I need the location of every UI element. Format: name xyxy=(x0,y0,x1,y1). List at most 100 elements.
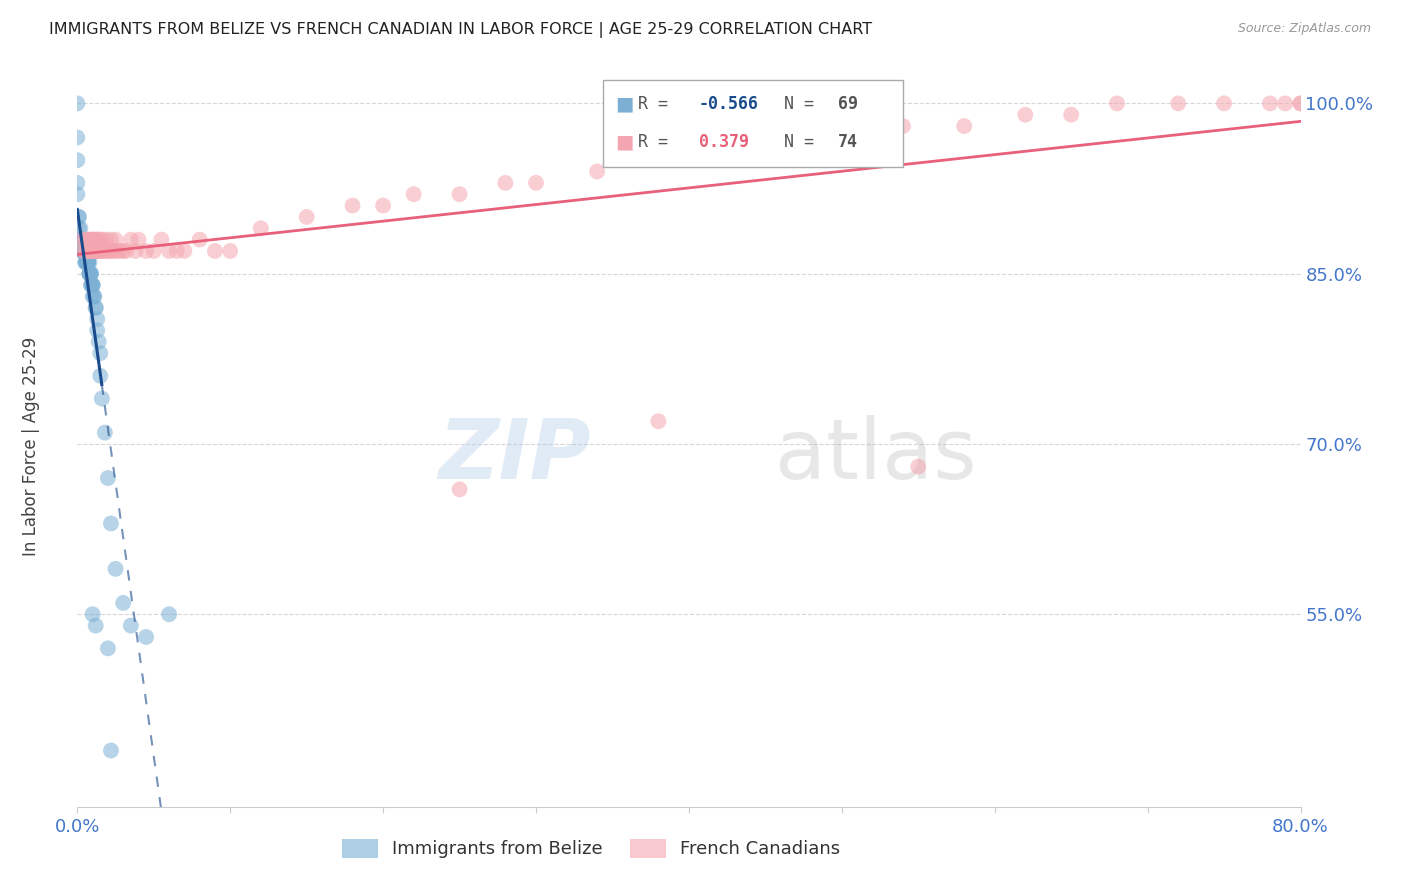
Point xyxy=(449,483,471,497)
Point xyxy=(1167,96,1189,111)
Point xyxy=(82,289,104,303)
Point xyxy=(66,96,89,111)
Point xyxy=(70,233,93,247)
Point xyxy=(108,244,131,258)
Point xyxy=(127,233,149,247)
Point xyxy=(1107,96,1129,111)
Point xyxy=(67,221,90,235)
Point xyxy=(70,233,93,247)
Point xyxy=(80,244,103,258)
Point xyxy=(97,471,120,485)
Point xyxy=(73,244,96,258)
Point xyxy=(100,516,122,531)
Point xyxy=(69,221,91,235)
Point xyxy=(84,244,107,258)
Point xyxy=(76,255,98,269)
Point xyxy=(100,233,122,247)
Point xyxy=(204,244,226,258)
Point xyxy=(77,255,100,269)
Point xyxy=(76,255,98,269)
Point xyxy=(96,233,118,247)
Point xyxy=(112,596,135,610)
Point xyxy=(80,267,103,281)
Point xyxy=(142,244,165,258)
Point xyxy=(1014,108,1036,122)
Point xyxy=(80,233,103,247)
Point xyxy=(77,255,100,269)
Point xyxy=(83,244,105,258)
Point xyxy=(800,130,823,145)
Point xyxy=(77,255,100,269)
Point xyxy=(104,233,127,247)
Point xyxy=(79,244,101,258)
Point xyxy=(103,244,125,258)
Point xyxy=(72,244,94,258)
Point xyxy=(115,244,138,258)
Point xyxy=(98,244,121,258)
Point xyxy=(150,233,173,247)
Point xyxy=(72,244,94,258)
Point xyxy=(69,233,91,247)
Point xyxy=(76,255,98,269)
Point xyxy=(120,618,142,632)
Text: N =: N = xyxy=(785,95,824,113)
Point xyxy=(105,244,128,258)
Point xyxy=(90,244,112,258)
Point xyxy=(82,278,104,293)
Point xyxy=(72,244,94,258)
Point xyxy=(84,244,107,258)
Point xyxy=(371,198,394,212)
Point xyxy=(97,641,120,656)
Point xyxy=(82,244,104,258)
Point xyxy=(97,244,120,258)
Point xyxy=(77,233,100,247)
Point xyxy=(66,176,89,190)
Point xyxy=(70,244,93,258)
Text: 0.379: 0.379 xyxy=(699,133,749,151)
Point xyxy=(76,255,98,269)
Point xyxy=(89,346,111,360)
Point xyxy=(124,244,146,258)
Point xyxy=(79,267,101,281)
Point xyxy=(91,244,114,258)
Text: Source: ZipAtlas.com: Source: ZipAtlas.com xyxy=(1237,22,1371,36)
Point xyxy=(80,267,103,281)
Point xyxy=(831,130,853,145)
Point xyxy=(82,278,104,293)
Point xyxy=(86,233,108,247)
Point xyxy=(1258,96,1281,111)
Point xyxy=(83,244,105,258)
Point xyxy=(67,210,90,224)
Point xyxy=(250,221,273,235)
Point xyxy=(647,153,669,168)
Point xyxy=(86,244,108,258)
Point xyxy=(84,301,107,315)
Point xyxy=(66,130,89,145)
Point xyxy=(94,244,117,258)
Point xyxy=(79,267,101,281)
Text: In Labor Force | Age 25-29: In Labor Force | Age 25-29 xyxy=(22,336,39,556)
Point xyxy=(90,233,112,247)
Point xyxy=(342,198,364,212)
Text: ZIP: ZIP xyxy=(439,415,591,496)
Point xyxy=(76,255,98,269)
Point xyxy=(647,414,669,428)
Point xyxy=(83,289,105,303)
Point xyxy=(72,244,94,258)
Point xyxy=(73,233,96,247)
Point xyxy=(76,255,98,269)
Point xyxy=(89,244,111,258)
Point xyxy=(79,267,101,281)
Point xyxy=(76,244,98,258)
Point xyxy=(1289,96,1312,111)
Point xyxy=(73,255,96,269)
Text: IMMIGRANTS FROM BELIZE VS FRENCH CANADIAN IN LABOR FORCE | AGE 25-29 CORRELATION: IMMIGRANTS FROM BELIZE VS FRENCH CANADIA… xyxy=(49,22,872,38)
Point xyxy=(101,244,124,258)
Point xyxy=(295,210,318,224)
Text: 69: 69 xyxy=(838,95,858,113)
Point xyxy=(83,289,105,303)
Text: N =: N = xyxy=(785,133,824,151)
Point xyxy=(77,255,100,269)
Point xyxy=(66,153,89,168)
Point xyxy=(907,459,929,474)
